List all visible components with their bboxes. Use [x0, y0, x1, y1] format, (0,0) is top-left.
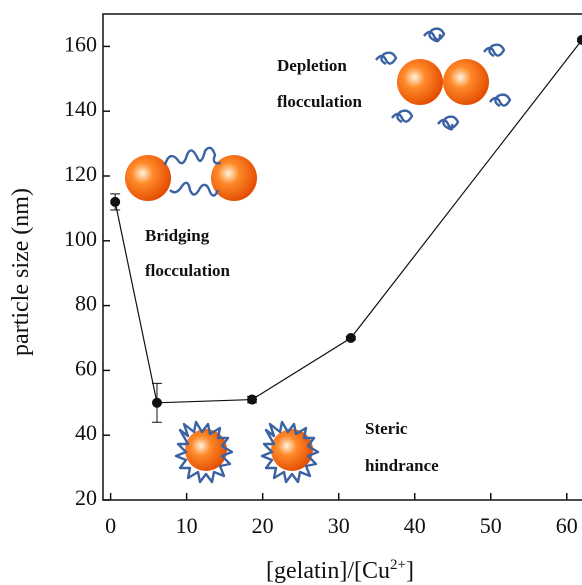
x-tick-label: 40 — [404, 513, 426, 538]
x-label-tail: ] — [406, 558, 414, 584]
annotation: Bridging — [145, 226, 210, 245]
annotation: flocculation — [277, 92, 363, 111]
annotation: Steric — [365, 419, 408, 438]
y-tick-label: 120 — [64, 161, 97, 186]
x-axis-label: [gelatin]/[Cu2+] — [266, 557, 414, 584]
x-label-text: [gelatin]/[Cu — [266, 558, 390, 584]
annotation: hindrance — [365, 456, 439, 475]
y-tick-label: 80 — [75, 291, 97, 316]
x-tick-label: 10 — [176, 513, 198, 538]
annotation: Depletion — [277, 56, 347, 75]
x-tick-label: 20 — [252, 513, 274, 538]
x-tick-label: 50 — [480, 513, 502, 538]
data-point — [577, 35, 582, 45]
y-tick-label: 40 — [75, 420, 97, 445]
y-tick-label: 160 — [64, 31, 97, 56]
data-point — [346, 333, 356, 343]
y-axis-label: particle size (nm) — [8, 188, 34, 356]
x-tick-label: 30 — [328, 513, 350, 538]
x-tick-label: 0 — [105, 513, 116, 538]
y-tick-label: 100 — [64, 226, 97, 251]
plot-frame — [103, 14, 582, 500]
chart: particle size (nm) [gelatin]/[Cu2+] 0 10 2… — [0, 0, 582, 585]
y-tick-label: 140 — [64, 96, 97, 121]
data-point — [110, 197, 120, 207]
x-tick-label: 60 — [556, 513, 578, 538]
y-tick-label: 60 — [75, 355, 97, 380]
data-point — [247, 395, 257, 405]
x-label-sup: 2+ — [390, 557, 406, 573]
y-tick-label: 20 — [75, 485, 97, 510]
annotation: flocculation — [145, 261, 231, 280]
data-point — [152, 398, 162, 408]
